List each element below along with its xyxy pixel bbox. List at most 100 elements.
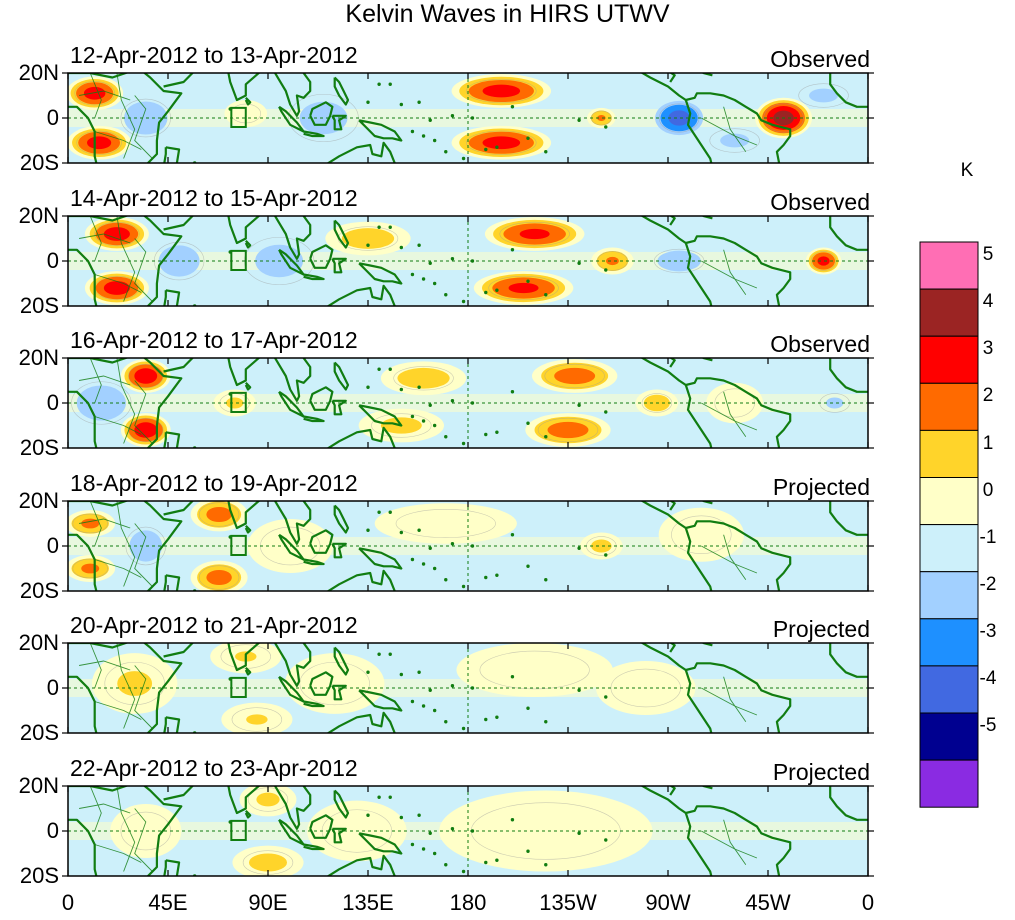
anomaly-feature: [451, 74, 552, 108]
panel-2: [62, 215, 874, 307]
y-tick-label: 20N: [18, 488, 59, 513]
reference-box: [230, 819, 247, 841]
anomaly-feature: [232, 845, 304, 876]
anomaly-feature: [84, 271, 149, 305]
colorbar-swatch: [919, 382, 979, 431]
reference-box: [230, 676, 247, 698]
coastlines: [68, 786, 868, 876]
anomaly-feature: [68, 555, 116, 582]
x-tick-label: 90E: [248, 890, 288, 915]
colorbar-tick-label: 1: [982, 432, 994, 454]
y-tick-label: 20N: [18, 345, 59, 370]
reference-box: [230, 249, 247, 271]
colorbar-tick-label: 0: [982, 479, 994, 501]
colorbar-unit: K: [960, 160, 974, 181]
colorbar-swatch: [919, 288, 979, 337]
y-tick-label: 20S: [19, 435, 59, 460]
panel-label: Projected: [772, 474, 870, 500]
x-tick-label: 45W: [745, 890, 791, 915]
panel-label: Observed: [770, 46, 870, 72]
panel-3: [62, 357, 874, 449]
colorbar-swatch: [919, 712, 979, 761]
y-tick-label: 20N: [18, 630, 59, 655]
panel-label: Observed: [770, 189, 870, 215]
anomaly-feature: [284, 653, 385, 714]
y-tick-label: 20N: [18, 773, 59, 798]
anomaly-feature: [92, 653, 178, 714]
y-tick-label: 0: [46, 390, 59, 415]
panel-title: 18-Apr-2012 to 19-Apr-2012: [70, 470, 358, 496]
anomaly-feature: [587, 107, 616, 129]
panel-title: 16-Apr-2012 to 17-Apr-2012: [70, 327, 358, 353]
anomaly-feature: [120, 359, 171, 393]
y-tick-label: 20N: [18, 60, 59, 85]
anomaly-feature: [68, 510, 116, 537]
chart-title: Kelvin Waves in HIRS UTWV: [345, 0, 670, 28]
panel-label: Projected: [772, 759, 870, 785]
reference-box: [230, 106, 247, 128]
colorbar-swatch: [919, 571, 979, 620]
colorbar-tick-label: -5: [979, 715, 997, 737]
anomaly-feature: [805, 247, 842, 275]
colorbar-tick-label: 2: [982, 385, 994, 407]
anomaly-feature: [532, 359, 618, 393]
anomaly-feature: [798, 83, 849, 108]
colorbar-tick-label: 3: [982, 338, 994, 360]
y-tick-label: 20S: [19, 578, 59, 603]
anomaly-feature: [709, 128, 760, 153]
anomaly-feature: [380, 361, 467, 396]
colorbar-swatch: [919, 618, 979, 667]
colorbar-swatch: [919, 524, 979, 573]
y-tick-label: 0: [46, 105, 59, 130]
colorbar-tick-label: -3: [979, 620, 997, 642]
anomaly-feature: [451, 125, 552, 160]
x-tick-label: 135W: [539, 890, 597, 915]
anomaly-feature: [658, 507, 744, 562]
colorbar-swatch: [919, 429, 979, 478]
panel-1: [62, 72, 874, 164]
panel-4: [62, 500, 874, 592]
y-tick-label: 0: [46, 533, 59, 558]
reference-box: [230, 534, 247, 556]
colorbar-swatch: [919, 665, 979, 714]
anomaly-feature: [473, 271, 574, 305]
y-tick-label: 20S: [19, 863, 59, 888]
panel-title: 12-Apr-2012 to 13-Apr-2012: [70, 42, 358, 68]
colorbar-swatch: [919, 477, 979, 526]
panel-label: Projected: [772, 616, 870, 642]
x-tick-label: 90W: [645, 890, 691, 915]
y-tick-label: 20S: [19, 150, 59, 175]
anomaly-feature: [591, 247, 634, 275]
x-tick-label: 180: [449, 890, 487, 915]
panel-6: [62, 785, 874, 877]
y-tick-label: 0: [46, 675, 59, 700]
y-tick-label: 20S: [19, 293, 59, 318]
colorbar-swatch: [919, 759, 979, 808]
colorbar-tick-label: 4: [982, 291, 994, 313]
colorbar-tick-label: -1: [979, 526, 997, 548]
anomaly-feature: [221, 702, 293, 733]
y-tick-label: 0: [46, 818, 59, 843]
y-tick-label: 20S: [19, 720, 59, 745]
anomaly-feature: [525, 413, 611, 447]
colorbar: [919, 241, 979, 808]
anomaly-feature: [84, 217, 149, 251]
anomaly-feature: [374, 503, 517, 544]
panel-title: 14-Apr-2012 to 15-Apr-2012: [70, 185, 358, 211]
panel-5: [62, 642, 874, 734]
panel-title: 20-Apr-2012 to 21-Apr-2012: [70, 612, 358, 638]
anomaly-feature: [190, 560, 248, 591]
anomaly-feature: [456, 643, 613, 697]
anomaly-feature: [71, 381, 132, 425]
x-tick-label: 135E: [342, 890, 394, 915]
panel-label: Observed: [770, 331, 870, 357]
anomaly-feature: [68, 125, 132, 160]
colorbar-tick-label: -4: [979, 668, 997, 689]
colorbar-tick-label: -2: [979, 573, 997, 595]
panel-title: 22-Apr-2012 to 23-Apr-2012: [70, 755, 358, 781]
reference-box: [230, 391, 247, 413]
x-tick-label: 0: [861, 890, 875, 915]
colorbar-swatch: [919, 335, 979, 384]
anomaly-feature: [68, 76, 124, 111]
